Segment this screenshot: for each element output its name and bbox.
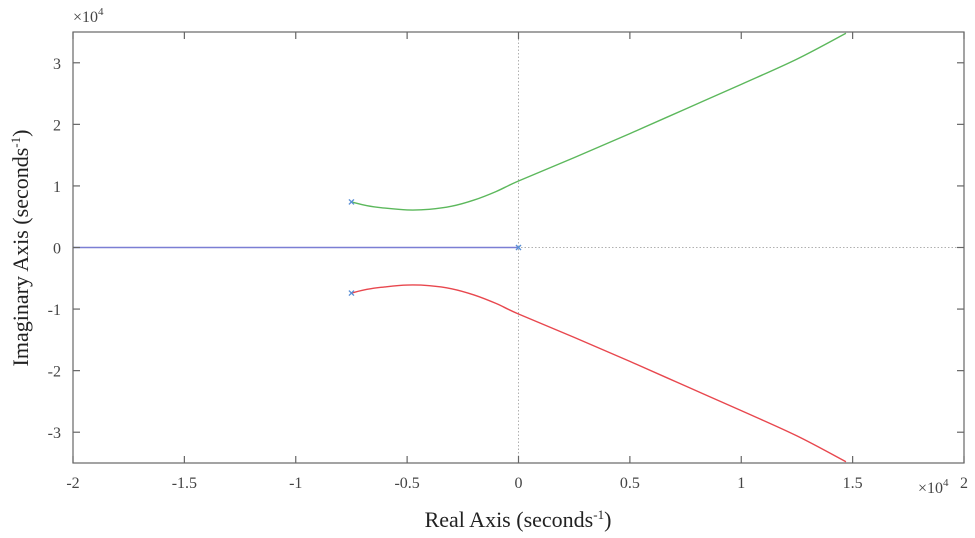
y-tick-label: -2 [48,364,61,381]
x-exponent-label: ×104 [918,477,949,497]
y-tick-label: -3 [48,425,61,442]
pole-marker-icon [515,244,522,251]
branch-lower-line [351,284,847,463]
y-tick-label: 3 [53,56,61,73]
x-tick-label: 0 [515,475,523,492]
pole-marker-icon [348,198,355,205]
y-exponent-label: ×104 [73,6,104,26]
y-axis-ticks: 3 2 1 0 -1 -2 -3 [48,56,964,442]
x-tick-label: 0.5 [620,475,640,492]
y-tick-label: 1 [53,179,61,196]
series-layer [73,32,847,463]
x-tick-label: 1 [737,475,745,492]
x-tick-label: -0.5 [394,475,419,492]
poles-layer [348,198,522,297]
x-tick-label: -2 [66,475,79,492]
x-axis-ticks: -2 -1.5 -1 -0.5 0 0.5 1 1.5 2 [66,32,968,492]
x-tick-label: 1.5 [843,475,863,492]
pole-marker-icon [348,290,355,297]
x-tick-label: 2 [960,475,968,492]
branch-upper-line [351,32,847,211]
y-axis-label: Imaginary Axis (seconds-1) [8,130,33,367]
y-tick-label: -1 [48,302,61,319]
y-tick-label: 0 [53,241,61,258]
x-tick-label: -1.5 [172,475,197,492]
x-axis-label: Real Axis (seconds-1) [425,507,612,532]
y-tick-label: 2 [53,117,61,134]
x-tick-label: -1 [289,475,302,492]
